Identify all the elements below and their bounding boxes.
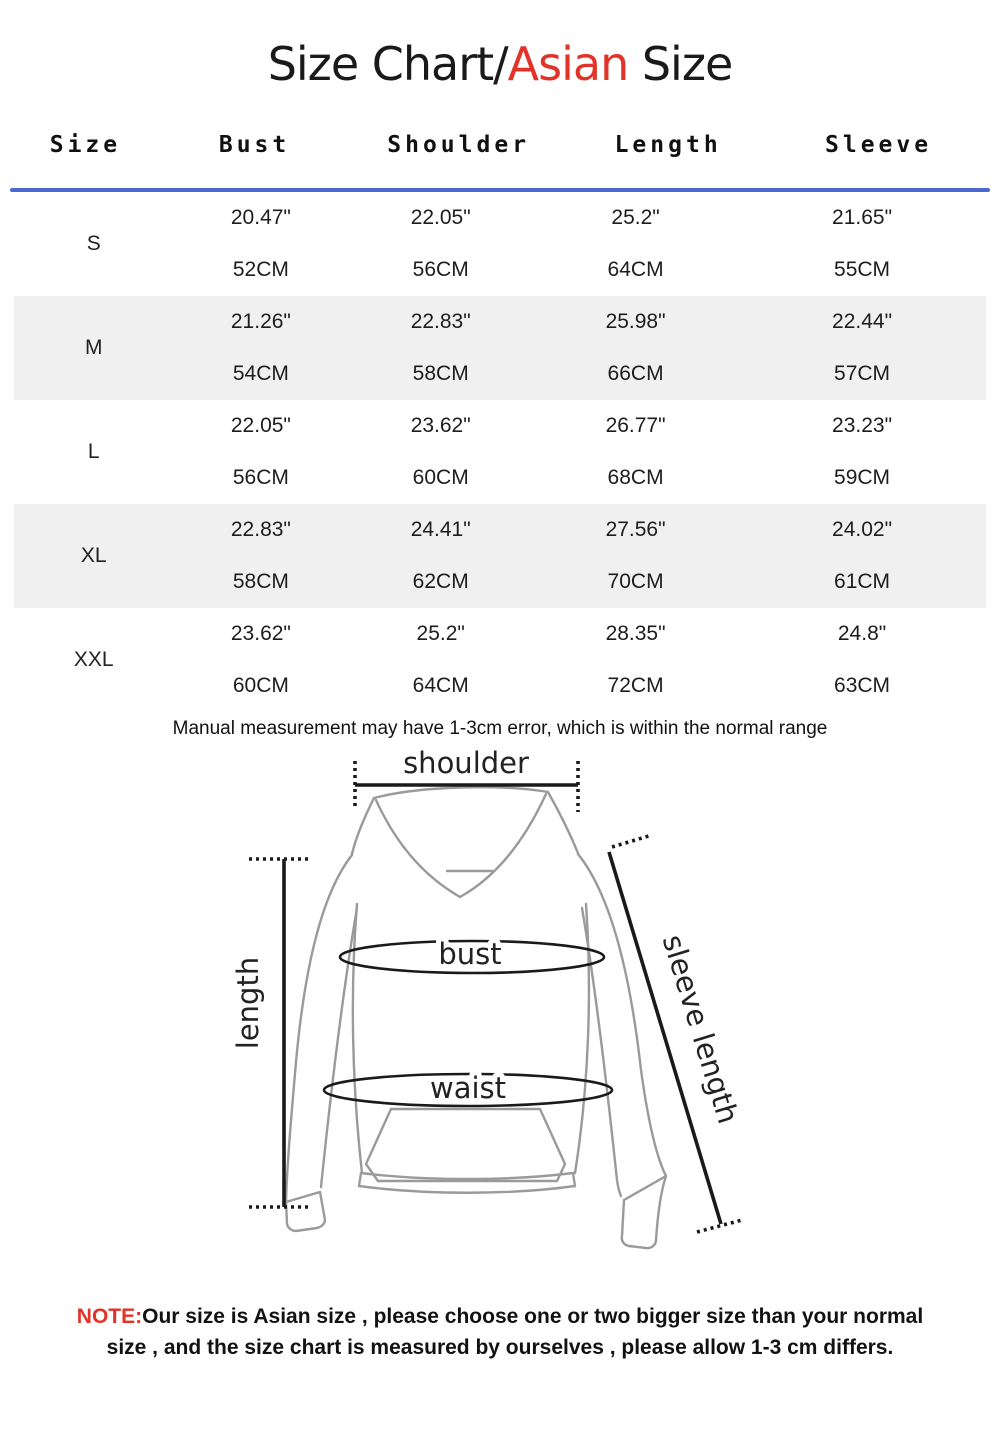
table-row-m: M 21.26" 22.83" 25.98" 22.44" 54CM 58CM … <box>14 296 986 400</box>
measurement-inches: 24.8" <box>837 622 887 645</box>
size-label: XXL <box>73 648 114 671</box>
measurement-cm: 60CM <box>232 674 289 697</box>
size-label: XL <box>80 544 107 567</box>
measurement-cm: 70CM <box>607 570 664 593</box>
table-row-xxl: XXL 23.62" 25.2" 28.35" 24.8" 60CM 64CM … <box>14 608 986 712</box>
measurement-inches: 22.44" <box>832 310 893 333</box>
measurement-inches: 21.26" <box>230 310 291 333</box>
measurement-inches: 23.62" <box>230 622 291 645</box>
hoodie-measurement-diagram: shoulder bust waist length sleeve length <box>226 741 750 1250</box>
measurement-inches: 28.35" <box>605 622 666 645</box>
bust-label: bust <box>438 937 501 971</box>
column-header-sleeve: Sleeve <box>825 132 933 158</box>
shoulder-measure-line <box>353 761 580 812</box>
measurement-cm: 60CM <box>412 466 469 489</box>
note-text: Our size is Asian size , please choose o… <box>106 1305 924 1359</box>
measurement-inches: 25.2" <box>611 206 660 229</box>
waist-ellipse <box>322 1072 614 1108</box>
measurement-cm: 57CM <box>834 362 891 385</box>
measurement-cm: 56CM <box>412 258 469 281</box>
size-note: NOTE:Our size is Asian size , please cho… <box>58 1301 942 1363</box>
measurement-cm: 55CM <box>834 258 891 281</box>
column-header-size: Size <box>49 132 122 158</box>
measurement-cm: 56CM <box>232 466 289 489</box>
measurement-cm: 62CM <box>412 570 469 593</box>
column-header-length: Length <box>614 132 722 158</box>
page-title: Size Chart/Asian Size <box>0 36 1000 92</box>
measurement-cm: 63CM <box>834 674 891 697</box>
shoulder-label: shoulder <box>403 746 529 780</box>
bust-ellipse <box>338 939 606 975</box>
measurement-cm: 64CM <box>412 674 469 697</box>
table-row-s: S 20.47" 22.05" 25.2" 21.65" 52CM 56CM 6… <box>14 192 986 296</box>
measurement-inches: 26.77" <box>605 414 666 437</box>
size-table: S 20.47" 22.05" 25.2" 21.65" 52CM 56CM 6… <box>14 192 986 712</box>
table-row-xl: XL 22.83" 24.41" 27.56" 24.02" 58CM 62CM… <box>14 504 986 608</box>
measurement-inches: 23.23" <box>832 414 893 437</box>
measurement-inches: 22.05" <box>410 206 471 229</box>
table-header: Size Bust Shoulder Length Sleeve <box>14 132 986 158</box>
measurement-cm: 58CM <box>412 362 469 385</box>
measurement-cm: 64CM <box>607 258 664 281</box>
size-label: S <box>86 232 101 255</box>
measurement-inches: 23.62" <box>410 414 471 437</box>
length-label: length <box>231 957 265 1049</box>
size-label: L <box>87 440 100 463</box>
length-measure-line <box>249 857 312 1209</box>
measurement-inches: 24.02" <box>832 518 893 541</box>
measurement-inches: 22.83" <box>230 518 291 541</box>
measurement-cm: 68CM <box>607 466 664 489</box>
hood-outline <box>350 786 580 899</box>
measurement-inches: 22.05" <box>230 414 291 437</box>
column-header-shoulder: Shoulder <box>387 132 531 158</box>
measurement-inches: 25.98" <box>605 310 666 333</box>
title-part-1: Size Chart/ <box>267 37 509 91</box>
sleeve-length-measure-line <box>607 833 743 1234</box>
measurement-inches: 24.41" <box>410 518 471 541</box>
measurement-cm: 58CM <box>232 570 289 593</box>
measurement-cm: 54CM <box>232 362 289 385</box>
size-label: M <box>84 336 103 359</box>
waist-label: waist <box>430 1071 506 1105</box>
measurement-cm: 59CM <box>834 466 891 489</box>
hoodie-body-outline <box>284 852 668 1250</box>
measurement-inches: 27.56" <box>605 518 666 541</box>
measurement-cm: 52CM <box>232 258 289 281</box>
measurement-note: Manual measurement may have 1-3cm error,… <box>172 718 828 739</box>
title-part-2: Size <box>628 37 733 91</box>
table-row-l: L 22.05" 23.62" 26.77" 23.23" 56CM 60CM … <box>14 400 986 504</box>
title-accent: Asian <box>507 37 630 91</box>
column-header-bust: Bust <box>218 132 291 158</box>
size-chart-page: Size Chart/Asian Size Size Bust Shoulder… <box>0 36 1000 1363</box>
header-divider <box>10 188 990 192</box>
measurement-cm: 61CM <box>834 570 891 593</box>
measurement-inches: 22.83" <box>410 310 471 333</box>
measurement-inches: 21.65" <box>832 206 893 229</box>
measurement-inches: 20.47" <box>230 206 291 229</box>
measurement-inches: 25.2" <box>416 622 465 645</box>
sleeve-length-label: sleeve length <box>656 931 746 1128</box>
measurement-cm: 72CM <box>607 674 664 697</box>
note-label: NOTE: <box>76 1305 143 1328</box>
measurement-cm: 66CM <box>607 362 664 385</box>
